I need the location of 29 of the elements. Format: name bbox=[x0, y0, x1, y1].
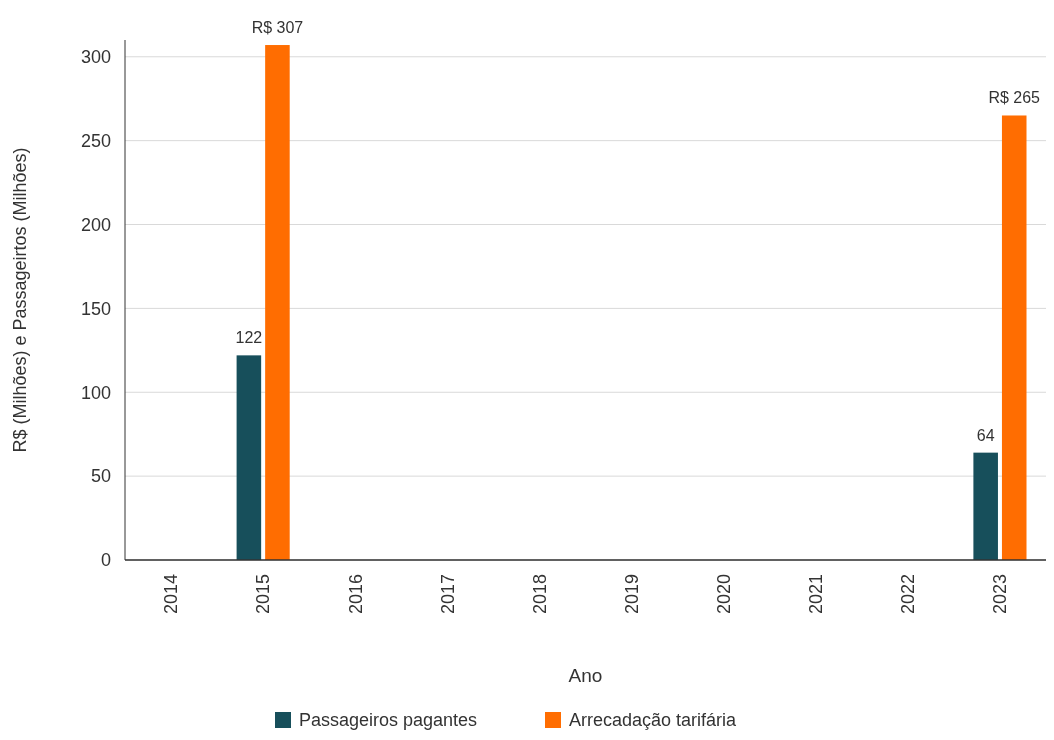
bar bbox=[265, 45, 290, 560]
x-tick-label: 2017 bbox=[437, 574, 458, 615]
y-tick-label: 250 bbox=[80, 130, 111, 151]
data-label: R$ 307 bbox=[251, 19, 304, 37]
x-tick-label: 2021 bbox=[806, 574, 827, 615]
data-label: R$ 265 bbox=[988, 89, 1041, 107]
bar bbox=[973, 452, 998, 560]
x-tick-label: 2023 bbox=[990, 574, 1011, 615]
legend-label: Passageiros pagantes bbox=[299, 710, 478, 731]
y-tick-label: 300 bbox=[80, 47, 111, 68]
y-tick-label: 50 bbox=[90, 466, 111, 487]
x-tick-label: 2022 bbox=[898, 574, 919, 615]
x-tick-label: 2016 bbox=[345, 574, 366, 615]
x-tick-label: 2014 bbox=[161, 574, 182, 615]
y-tick-label: 100 bbox=[80, 382, 111, 403]
y-tick-label: 150 bbox=[80, 298, 111, 319]
y-tick-label: 0 bbox=[100, 550, 111, 571]
x-axis-title: Ano bbox=[568, 665, 603, 686]
bar bbox=[1001, 115, 1027, 560]
y-tick-label: 200 bbox=[80, 214, 111, 235]
y-axis-title: R$ (Milhões) e Passageirtos (Milhões) bbox=[10, 147, 30, 453]
x-tick-label: 2019 bbox=[621, 574, 642, 615]
x-tick-label: 2015 bbox=[253, 574, 274, 615]
bar bbox=[236, 355, 262, 560]
x-tick-label: 2020 bbox=[713, 574, 734, 615]
x-tick-label: 2018 bbox=[529, 574, 550, 615]
legend-label: Arrecadação tarifária bbox=[569, 710, 738, 731]
data-label: 64 bbox=[976, 426, 995, 444]
data-label: 122 bbox=[235, 329, 263, 347]
